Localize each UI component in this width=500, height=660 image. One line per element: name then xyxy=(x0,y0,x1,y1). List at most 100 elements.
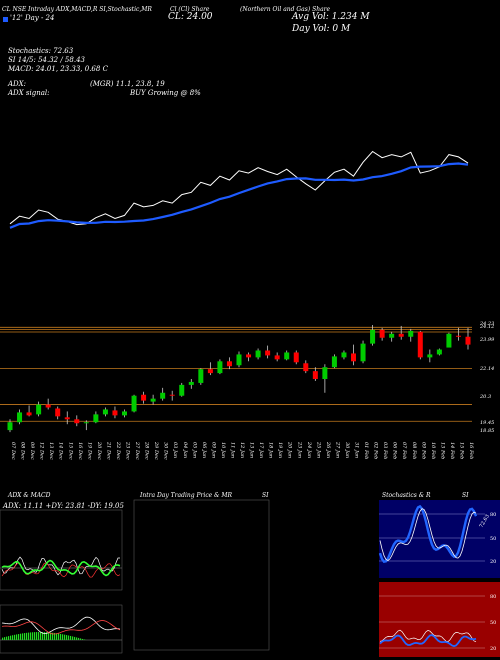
date-label-43: 09 Feb xyxy=(420,442,426,459)
candle-body-11 xyxy=(112,410,118,416)
candle-body-2 xyxy=(26,412,32,416)
adx-mgr: (MGR) 11.1, 23.8, 19 xyxy=(90,80,165,88)
candle-body-17 xyxy=(169,394,175,396)
stoch-d-line xyxy=(379,508,477,561)
macd-histogram-bar xyxy=(16,634,18,640)
date-label-27: 18 Jan xyxy=(268,442,274,458)
macd-histogram-bar xyxy=(20,633,22,640)
macd-histogram-bar xyxy=(22,633,24,640)
candle-body-48 xyxy=(465,336,471,345)
stoch-panel-si: SI xyxy=(462,492,469,499)
candle-body-40 xyxy=(389,333,395,338)
macd-signal-line xyxy=(1,620,121,635)
macd-histogram-bar xyxy=(36,632,38,640)
macd-histogram-bar xyxy=(14,634,16,640)
date-label-22: 10 Jan xyxy=(220,442,226,458)
company-name: (Northern Oil and Gas) Share xyxy=(240,6,331,13)
candle-body-14 xyxy=(141,394,147,401)
candle-body-10 xyxy=(102,409,108,415)
adx-panel-values: ADX: 11.11 +DY: 23.81 -DY: 19.05 xyxy=(3,502,124,510)
macd-histogram-bar xyxy=(32,632,34,640)
macd-line xyxy=(1,616,121,634)
macd-histogram-bar xyxy=(10,635,12,640)
stoch-panel-title: Stochastics & R xyxy=(382,492,431,499)
date-label-33: 26 Jan xyxy=(325,441,331,458)
date-label-20: 06 Jan xyxy=(201,442,207,458)
date-label-44: 10 Feb xyxy=(430,442,436,459)
date-label-7: 16 Dec xyxy=(77,442,83,460)
macd-histogram-bar xyxy=(64,634,66,640)
candle-body-22 xyxy=(217,361,223,374)
intraday-panel-si: SI xyxy=(262,492,269,499)
candle-body-35 xyxy=(341,352,347,358)
date-label-26: 17 Jan xyxy=(258,442,264,458)
macd-histogram-bar xyxy=(38,632,40,640)
date-label-18: 04 Jan xyxy=(182,442,188,458)
close-label: CL: 24.00 xyxy=(168,12,213,22)
candle-body-15 xyxy=(150,398,156,402)
candle-body-38 xyxy=(370,329,376,344)
macd-histogram-bar xyxy=(42,632,44,640)
candle-body-19 xyxy=(188,381,194,385)
macd-histogram-bar xyxy=(4,637,6,640)
macd-histogram-bar xyxy=(6,636,8,640)
symbol-line: CL NSE Intraday ADX,MACD,R SI,Stochastic… xyxy=(2,6,152,13)
avg-vol: Avg Vol: 1.234 M xyxy=(292,12,370,22)
date-label-11: 22 Dec xyxy=(115,441,121,460)
date-label-46: 14 Feb xyxy=(449,442,455,459)
series-name: Cl (Cl) Share xyxy=(170,6,210,13)
level-label-2: 23.99 xyxy=(479,337,495,343)
candle-body-9 xyxy=(93,414,99,423)
date-label-25: 13 Jan xyxy=(249,442,255,458)
candle-body-0 xyxy=(7,422,13,431)
date-label-31: 24 Jan xyxy=(306,441,312,458)
candle-body-24 xyxy=(236,354,242,366)
date-label-15: 29 Dec xyxy=(153,441,159,460)
date-label-29: 20 Jan xyxy=(287,441,293,458)
candle-body-28 xyxy=(274,355,280,360)
stoch-level-label-0: 80 xyxy=(490,512,496,518)
macd-histogram-bar xyxy=(82,638,84,640)
rsi-white-line xyxy=(379,629,477,643)
date-label-24: 12 Jan xyxy=(239,442,245,458)
adx-signal-label: ADX signal: xyxy=(8,89,50,97)
level-label-6: 18.85 xyxy=(480,428,494,434)
candle-body-45 xyxy=(436,349,442,355)
si-text: SI 14/5: 54.32 / 58.43 xyxy=(8,56,85,64)
rsi-level-label-0: 80 xyxy=(490,594,496,600)
date-label-14: 28 Dec xyxy=(144,441,150,460)
intraday-panel-title: Intra Day Trading Price & MR xyxy=(140,492,233,499)
candle-body-16 xyxy=(160,392,166,399)
candle-body-30 xyxy=(293,352,299,363)
candle-body-41 xyxy=(398,333,404,337)
level-label-0: 24.23 xyxy=(479,321,494,327)
candle-body-13 xyxy=(131,395,137,412)
date-label-9: 20 Dec xyxy=(96,441,102,460)
macd-histogram-bar xyxy=(80,638,82,640)
candle-body-20 xyxy=(198,369,204,383)
date-label-32: 25 Jan xyxy=(315,441,321,458)
macd-histogram-bar xyxy=(68,635,70,640)
stoch-panel-bg xyxy=(379,500,500,578)
candle-body-44 xyxy=(427,354,433,358)
price-line xyxy=(9,150,469,226)
rsi-level-label-1: 50 xyxy=(490,620,496,626)
candle-body-29 xyxy=(284,352,290,360)
macd-histogram-bar xyxy=(2,637,4,640)
stochastics-text: Stochastics: 72.63 xyxy=(8,47,74,55)
candle-body-46 xyxy=(446,333,452,348)
macd-histogram-bar xyxy=(60,633,62,640)
stoch-level-label-1: 50 xyxy=(490,536,496,542)
level-label-4: 20.3 xyxy=(479,394,491,400)
candle-body-39 xyxy=(379,329,385,338)
level-label-5: 19.45 xyxy=(480,420,494,426)
stoch-level-label-2: 20 xyxy=(490,559,496,565)
date-label-6: 15 Dec xyxy=(67,442,73,460)
candle-body-42 xyxy=(408,330,414,337)
macd-histogram-bar xyxy=(40,632,42,640)
candle-body-18 xyxy=(179,384,185,396)
date-label-10: 21 Dec xyxy=(105,441,111,460)
candle-body-3 xyxy=(36,404,42,415)
macd-histogram-bar xyxy=(70,635,72,640)
date-label-41: 07 Feb xyxy=(401,442,407,459)
